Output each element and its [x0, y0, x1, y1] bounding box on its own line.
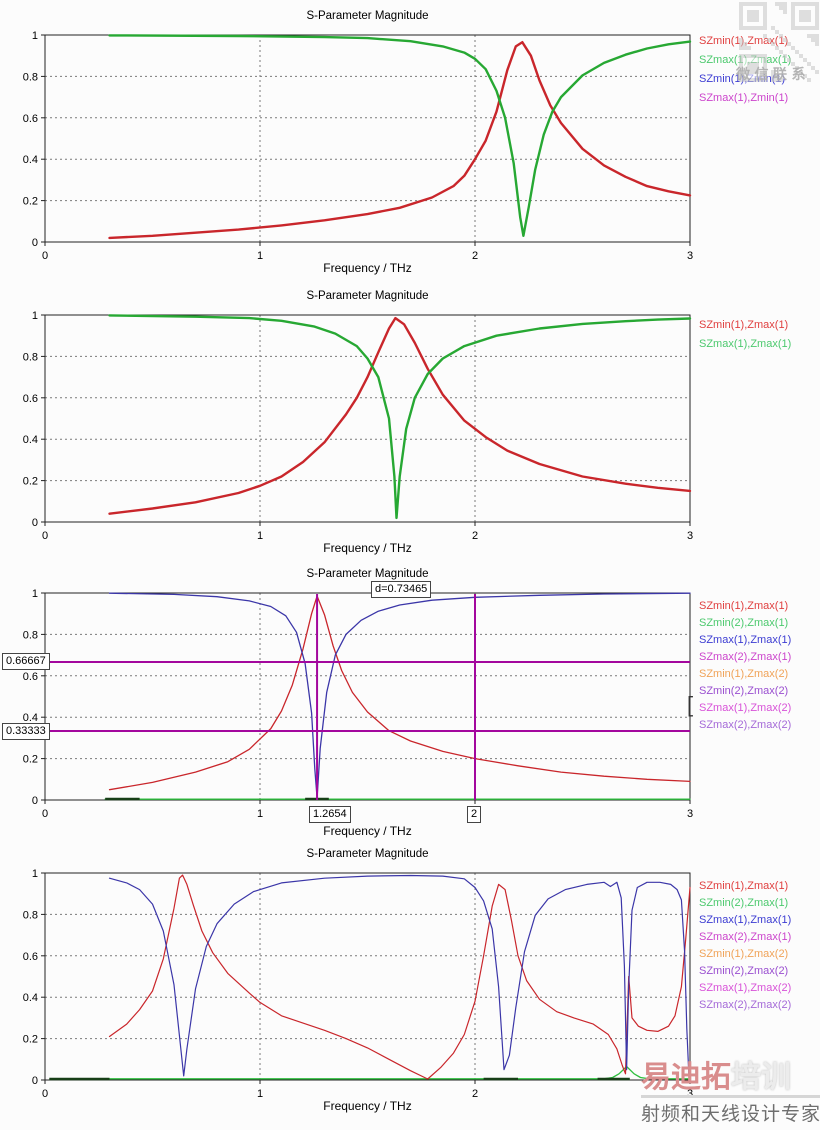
svg-text:3: 3 [687, 530, 693, 542]
legend-item: SZmax(2),Zmax(1) [699, 651, 792, 663]
legend-item: SZmin(1),Zmax(2) [699, 668, 789, 680]
svg-text:3: 3 [687, 1088, 693, 1100]
svg-text:0: 0 [32, 237, 38, 249]
svg-text:1: 1 [257, 808, 263, 820]
svg-text:0.2: 0.2 [23, 196, 38, 208]
marker-note-d[interactable]: d=0.73465 [371, 581, 432, 598]
marker-hline-upper[interactable]: 0.66667 [2, 653, 50, 670]
svg-text:0.4: 0.4 [23, 434, 38, 446]
legend-item: SZmax(1),Zmax(1) [699, 914, 792, 926]
svg-text:0.6: 0.6 [23, 113, 38, 125]
qr-caption: 微信联系 [736, 66, 810, 82]
svg-text:0: 0 [32, 795, 38, 807]
legend-item: SZmin(1),Zmax(1) [699, 600, 789, 612]
svg-text:0.2: 0.2 [23, 1034, 38, 1046]
svg-text:0.6: 0.6 [23, 393, 38, 405]
legend-item: SZmin(2),Zmax(1) [699, 617, 789, 629]
marker-vline-2[interactable]: 2 [467, 806, 482, 823]
chart-title: S-Parameter Magnitude [306, 10, 429, 22]
svg-text:0: 0 [32, 1075, 38, 1087]
legend: SZmin(1),Zmax(1) SZmin(2),Zmax(1) SZmax(1)… [699, 878, 791, 1014]
legend: SZmin(1),Zmax(1) SZmax(1),Zmax(1) [699, 316, 791, 354]
chart-panel-3: S-Parameter Magnitude 0 1 3 0 0.2 0.4 0.6 0.8 1 … [0, 568, 820, 838]
brand-title: 易迪拓培训 [641, 1062, 820, 1098]
brand-title-left: 易迪拓 [641, 1061, 731, 1094]
svg-text:1: 1 [257, 250, 263, 262]
svg-text:1: 1 [257, 530, 263, 542]
brand-title-right: 培训 [731, 1061, 791, 1094]
svg-text:0.8: 0.8 [23, 629, 38, 641]
x-axis-label: Frequency / THz [323, 541, 412, 555]
x-axis-label: Frequency / THz [323, 1099, 412, 1113]
chart-panel-4: S-Parameter Magnitude 0 1 2 3 0 0.2 0.4 0.6 0.8 1… [0, 848, 820, 1118]
svg-text:1: 1 [32, 310, 38, 322]
svg-text:1: 1 [32, 30, 38, 42]
legend-item: SZmax(1),Zmax(1) [699, 634, 792, 646]
legend-item: SZmin(1),Zmax(1) [699, 319, 789, 331]
legend-item: SZmax(2),Zmax(2) [699, 999, 792, 1011]
marker-vline-1[interactable]: 1.2654 [309, 806, 351, 823]
legend-item: SZmin(1),Zmax(1) [699, 880, 789, 892]
qr-code-watermark [739, 2, 819, 82]
legend-item: SZmax(1),Zmax(1) [699, 338, 792, 350]
legend-item: SZmin(2),Zmax(2) [699, 685, 789, 697]
legend-item: SZmax(1),Zmin(1) [699, 92, 789, 104]
svg-text:0.8: 0.8 [23, 909, 38, 921]
legend-item: SZmax(2),Zmax(1) [699, 931, 792, 943]
marker-hline-lower[interactable]: 0.33333 [2, 723, 50, 740]
svg-text:0.4: 0.4 [23, 992, 38, 1004]
plot-svg-3: 0 1 3 0 0.2 0.4 0.6 0.8 1 [23, 588, 693, 820]
svg-text:0: 0 [42, 808, 48, 820]
svg-text:0.6: 0.6 [23, 671, 38, 683]
svg-text:0.6: 0.6 [23, 951, 38, 963]
svg-text:0: 0 [42, 250, 48, 262]
svg-text:1: 1 [257, 1088, 263, 1100]
chart-title: S-Parameter Magnitude [306, 568, 429, 580]
svg-text:0.2: 0.2 [23, 754, 38, 766]
svg-text:0.8: 0.8 [23, 71, 38, 83]
x-axis-label: Frequency / THz [323, 824, 412, 838]
chart-panel-2: S-Parameter Magnitude 0 1 2 3 0 0.2 0.4 0.6 0.8 1… [0, 290, 820, 560]
brand-watermark: 易迪拓培训 射频和天线设计专家 [641, 1062, 820, 1126]
legend-item: SZmax(1),Zmax(2) [699, 982, 792, 994]
svg-text:0.2: 0.2 [23, 476, 38, 488]
svg-text:1: 1 [32, 868, 38, 880]
plot-svg-4: 0 1 2 3 0 0.2 0.4 0.6 0.8 1 [23, 868, 693, 1100]
svg-text:2: 2 [472, 530, 478, 542]
x-axis-label: Frequency / THz [323, 261, 412, 275]
svg-text:0.4: 0.4 [23, 712, 38, 724]
legend-item: SZmin(1),Zmax(2) [699, 948, 789, 960]
svg-text:3: 3 [687, 250, 693, 262]
svg-text:1: 1 [32, 588, 38, 600]
svg-text:0.4: 0.4 [23, 154, 38, 166]
svg-text:0: 0 [42, 530, 48, 542]
svg-text:2: 2 [472, 250, 478, 262]
legend-item: SZmax(2),Zmax(2) [699, 719, 792, 731]
svg-text:2: 2 [472, 1088, 478, 1100]
plot-svg-1: 0 1 2 3 0 0.2 0.4 0.6 0.8 1 [23, 30, 693, 262]
brand-tagline: 射频和天线设计专家 [641, 1104, 820, 1125]
chart-title: S-Parameter Magnitude [306, 848, 429, 860]
legend-item: SZmin(2),Zmax(1) [699, 897, 789, 909]
plot-svg-2: 0 1 2 3 0 0.2 0.4 0.6 0.8 1 [23, 310, 693, 542]
svg-text:0: 0 [32, 517, 38, 529]
chart-title: S-Parameter Magnitude [306, 290, 429, 302]
legend-bracket: [ [687, 692, 694, 717]
chart-panel-1: S-Parameter Magnitude 0 1 2 3 0 0.2 0.4 0.6 0.8 1… [0, 10, 820, 280]
svg-text:3: 3 [687, 808, 693, 820]
svg-text:0.8: 0.8 [23, 351, 38, 363]
legend-item: SZmax(1),Zmax(2) [699, 702, 792, 714]
legend: SZmin(1),Zmax(1) SZmin(2),Zmax(1) SZmax(1)… [699, 598, 791, 734]
svg-text:0: 0 [42, 1088, 48, 1100]
legend-item: SZmin(2),Zmax(2) [699, 965, 789, 977]
